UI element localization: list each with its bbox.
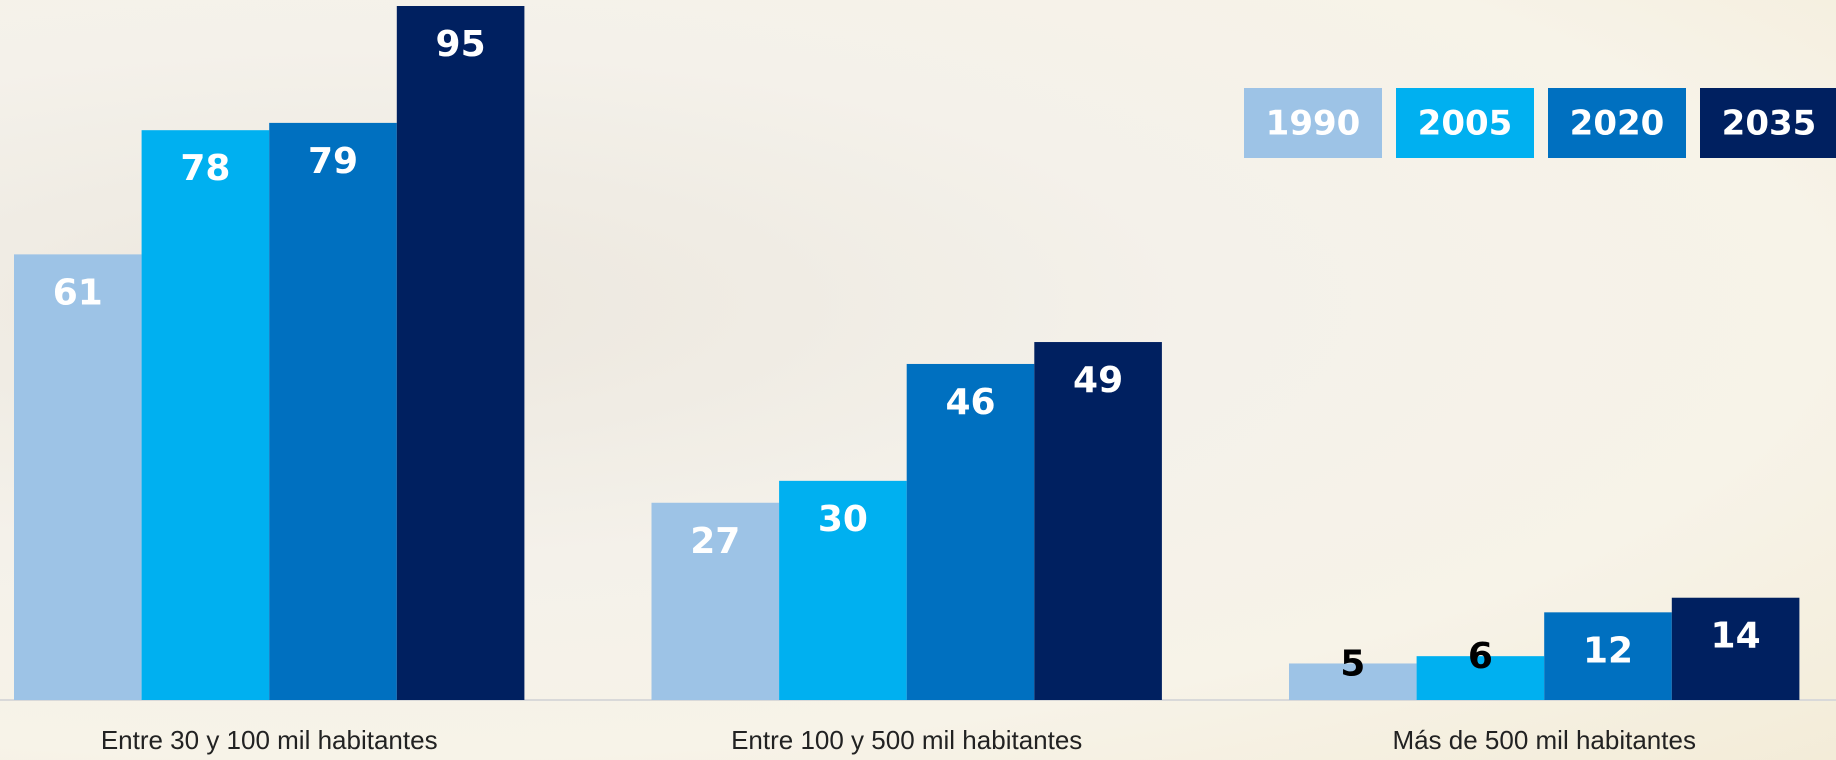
legend-swatch (1244, 88, 1382, 158)
bar (396, 6, 525, 700)
bar (14, 254, 142, 700)
bar (779, 480, 907, 700)
value-label: 46 (945, 382, 995, 423)
legend-label: 1990 (1266, 104, 1361, 144)
bar (1416, 656, 1545, 700)
value-label: 27 (690, 521, 740, 562)
bar (906, 363, 1035, 700)
bar (651, 502, 780, 700)
legend-label: 2005 (1418, 104, 1513, 144)
legend-swatch (1548, 88, 1686, 158)
value-label: 49 (1073, 360, 1123, 401)
value-label: 5 (1340, 643, 1365, 684)
legend-label: 2035 (1722, 104, 1817, 144)
value-label: 30 (818, 499, 868, 540)
value-label: 12 (1583, 630, 1633, 671)
bar (1544, 612, 1672, 700)
value-label: 95 (436, 24, 486, 65)
legend-swatch (1700, 88, 1836, 158)
value-label: 6 (1468, 636, 1493, 677)
bar (1034, 342, 1162, 700)
bar (269, 122, 397, 700)
bar (1671, 597, 1800, 700)
x-tick-label: Entre 30 y 100 mil habitantes (101, 725, 438, 755)
legend-swatch (1396, 88, 1534, 158)
bar (141, 130, 270, 701)
legend-label: 2020 (1570, 104, 1665, 144)
x-tick-label: Entre 100 y 500 mil habitantes (731, 725, 1082, 755)
value-label: 79 (308, 141, 358, 182)
value-label: 78 (180, 148, 230, 189)
bar (1289, 663, 1417, 700)
value-label: 14 (1711, 616, 1761, 657)
value-label: 61 (53, 272, 103, 313)
x-tick-label: Más de 500 mil habitantes (1392, 725, 1696, 755)
